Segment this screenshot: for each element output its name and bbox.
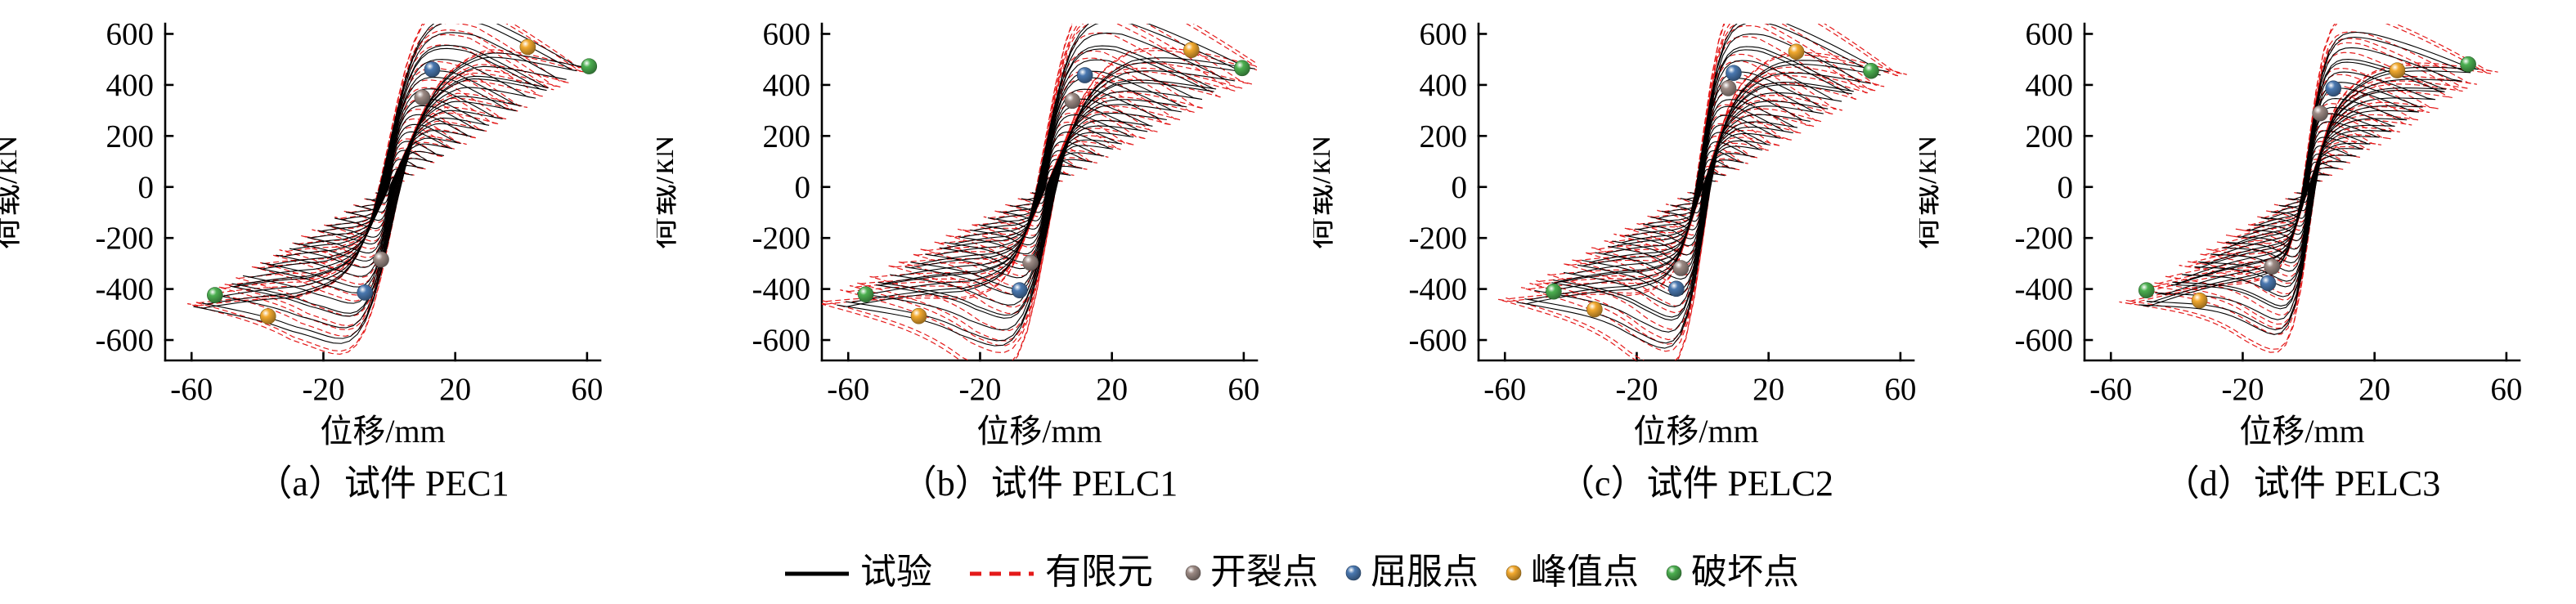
- svg-text:（d）试件 PELC3: （d）试件 PELC3: [2164, 463, 2441, 503]
- svg-text:400: 400: [763, 68, 811, 103]
- svg-text:-200: -200: [1409, 221, 1468, 256]
- svg-text:荷载/kN: 荷载/kN: [657, 135, 680, 249]
- svg-text:位移/mm: 位移/mm: [976, 413, 1102, 450]
- svg-text:600: 600: [106, 16, 155, 51]
- svg-text:-20: -20: [1615, 372, 1658, 407]
- svg-text:荷载/kN: 荷载/kN: [1313, 135, 1337, 249]
- svg-text:-200: -200: [2015, 221, 2074, 256]
- svg-text:-60: -60: [827, 372, 869, 407]
- svg-text:-400: -400: [96, 272, 155, 307]
- svg-text:400: 400: [2026, 68, 2074, 103]
- svg-text:破坏点: 破坏点: [1691, 554, 1799, 592]
- svg-text:-60: -60: [170, 372, 213, 407]
- svg-text:600: 600: [763, 16, 811, 51]
- svg-text:400: 400: [1420, 68, 1468, 103]
- svg-text:60: 60: [571, 372, 603, 407]
- svg-text:-600: -600: [752, 323, 811, 358]
- svg-text:-60: -60: [1483, 372, 1526, 407]
- svg-text:-20: -20: [958, 372, 1001, 407]
- svg-text:0: 0: [2058, 170, 2074, 205]
- svg-text:-600: -600: [96, 323, 155, 358]
- svg-text:20: 20: [439, 372, 471, 407]
- svg-text:200: 200: [106, 119, 155, 154]
- svg-text:0: 0: [138, 170, 155, 205]
- svg-text:-400: -400: [2015, 272, 2074, 307]
- svg-text:20: 20: [1752, 372, 1784, 407]
- svg-text:-20: -20: [302, 372, 344, 407]
- svg-text:-200: -200: [752, 221, 811, 256]
- svg-text:位移/mm: 位移/mm: [320, 413, 445, 450]
- svg-text:-400: -400: [752, 272, 811, 307]
- svg-text:60: 60: [1227, 372, 1259, 407]
- svg-text:20: 20: [1096, 372, 1128, 407]
- svg-text:（a）试件 PEC1: （a）试件 PEC1: [256, 463, 509, 503]
- svg-text:试验: 试验: [860, 554, 932, 592]
- svg-text:位移/mm: 位移/mm: [2239, 413, 2364, 450]
- svg-text:-60: -60: [2089, 372, 2132, 407]
- svg-text:屈服点: 屈服点: [1371, 554, 1479, 592]
- svg-text:-600: -600: [1409, 323, 1468, 358]
- svg-text:（c）试件 PELC2: （c）试件 PELC2: [1559, 463, 1833, 503]
- svg-text:0: 0: [1452, 170, 1468, 205]
- svg-text:60: 60: [1884, 372, 1916, 407]
- svg-text:600: 600: [1420, 16, 1468, 51]
- svg-text:-20: -20: [2221, 372, 2264, 407]
- svg-text:开裂点: 开裂点: [1210, 554, 1318, 592]
- svg-text:位移/mm: 位移/mm: [1633, 413, 1758, 450]
- svg-text:60: 60: [2490, 372, 2522, 407]
- svg-text:有限元: 有限元: [1045, 554, 1153, 592]
- svg-text:-600: -600: [2015, 323, 2074, 358]
- svg-text:0: 0: [795, 170, 811, 205]
- svg-text:-400: -400: [1409, 272, 1468, 307]
- svg-text:（b）试件 PELC1: （b）试件 PELC1: [901, 463, 1178, 503]
- svg-text:200: 200: [1420, 119, 1468, 154]
- svg-text:荷载/kN: 荷载/kN: [1919, 135, 1943, 249]
- svg-text:200: 200: [763, 119, 811, 154]
- svg-text:200: 200: [2026, 119, 2074, 154]
- svg-text:20: 20: [2358, 372, 2390, 407]
- svg-text:400: 400: [106, 68, 155, 103]
- svg-text:荷载/kN: 荷载/kN: [0, 135, 24, 249]
- svg-text:峰值点: 峰值点: [1531, 554, 1639, 592]
- svg-text:600: 600: [2026, 16, 2074, 51]
- svg-text:-200: -200: [96, 221, 155, 256]
